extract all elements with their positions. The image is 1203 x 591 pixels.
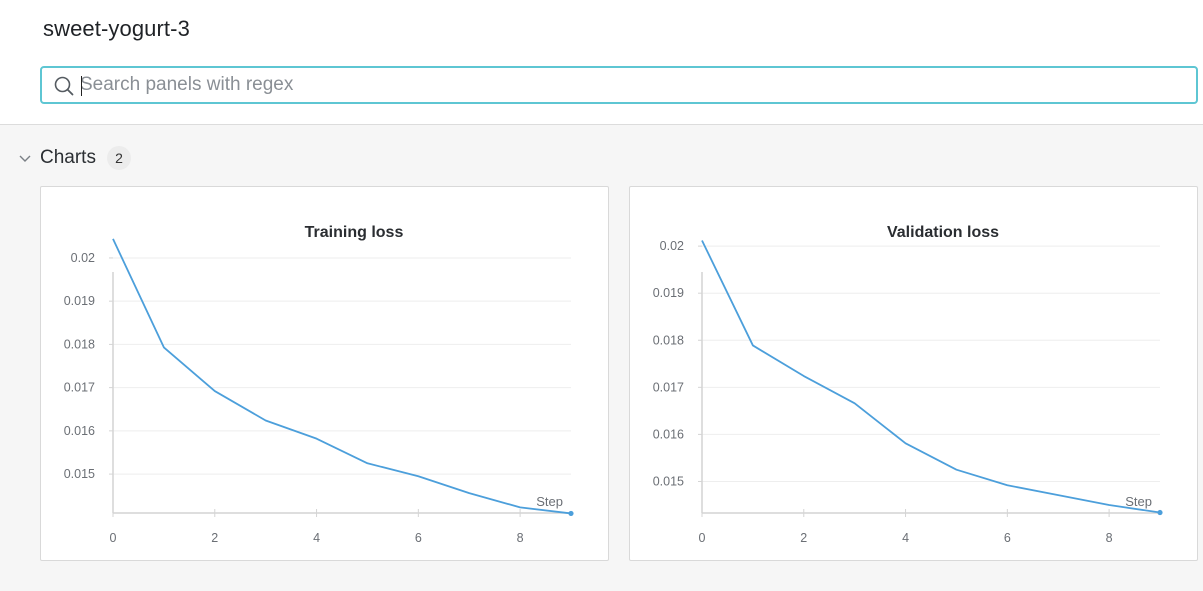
chart-panel-validation-loss[interactable]: Validation loss 0.015 0.016 0.017 0.018 0.019… bbox=[629, 186, 1198, 561]
x-tick-label: 4 bbox=[902, 531, 909, 545]
x-tick-label: 6 bbox=[1004, 531, 1011, 545]
x-tick-label: 6 bbox=[415, 531, 422, 545]
run-title: sweet-yogurt-3 bbox=[43, 16, 190, 41]
search-input[interactable] bbox=[80, 72, 1180, 98]
x-axis-label: Step bbox=[536, 494, 563, 509]
run-header: sweet-yogurt-3 bbox=[0, 0, 1203, 125]
y-tick-label: 0.017 bbox=[653, 380, 684, 394]
y-tick-label: 0.015 bbox=[653, 474, 684, 488]
training-loss-chart: Training loss 0.015 0.016 0.017 0.018 0.019 0.… bbox=[64, 224, 574, 545]
y-tick-label: 0.019 bbox=[64, 294, 95, 308]
y-tick-label: 0.016 bbox=[64, 424, 95, 438]
series-end-point bbox=[568, 510, 574, 517]
x-tick-label: 2 bbox=[211, 531, 218, 545]
y-tick-label: 0.018 bbox=[653, 333, 684, 347]
panels-area: Charts 2 Training loss 0.015 0.016 0.017 0.0… bbox=[0, 125, 1203, 591]
x-tick-label: 4 bbox=[313, 531, 320, 545]
x-tick-label: 8 bbox=[517, 531, 524, 545]
y-tick-label: 0.016 bbox=[653, 427, 684, 441]
y-tick-label: 0.02 bbox=[71, 251, 95, 265]
y-tick-label: 0.019 bbox=[653, 286, 684, 300]
series-line bbox=[701, 240, 1161, 514]
search-box[interactable] bbox=[40, 66, 1198, 104]
x-tick-label: 2 bbox=[800, 531, 807, 545]
x-tick-label: 0 bbox=[699, 531, 706, 545]
y-tick-label: 0.02 bbox=[660, 239, 684, 253]
x-axis-label: Step bbox=[1125, 494, 1152, 509]
section-title: Charts bbox=[40, 147, 96, 168]
y-tick-label: 0.017 bbox=[64, 381, 95, 395]
text-caret bbox=[81, 76, 82, 96]
y-tick-label: 0.018 bbox=[64, 337, 95, 351]
y-tick-label: 0.015 bbox=[64, 467, 95, 481]
chart-title: Validation loss bbox=[887, 224, 999, 241]
search-icon bbox=[54, 76, 74, 96]
section-header-charts[interactable]: Charts 2 bbox=[18, 145, 131, 171]
chevron-down-icon[interactable] bbox=[18, 151, 32, 165]
validation-loss-chart: Validation loss 0.015 0.016 0.017 0.018 0.019… bbox=[653, 224, 1163, 545]
chart-title: Training loss bbox=[305, 224, 404, 241]
x-tick-label: 0 bbox=[110, 531, 117, 545]
panel-count-badge: 2 bbox=[106, 146, 131, 170]
chart-panel-training-loss[interactable]: Training loss 0.015 0.016 0.017 0.018 0.019 0.… bbox=[40, 186, 609, 561]
series-line bbox=[112, 238, 572, 515]
x-tick-label: 8 bbox=[1106, 531, 1113, 545]
series-end-point bbox=[1157, 509, 1163, 516]
